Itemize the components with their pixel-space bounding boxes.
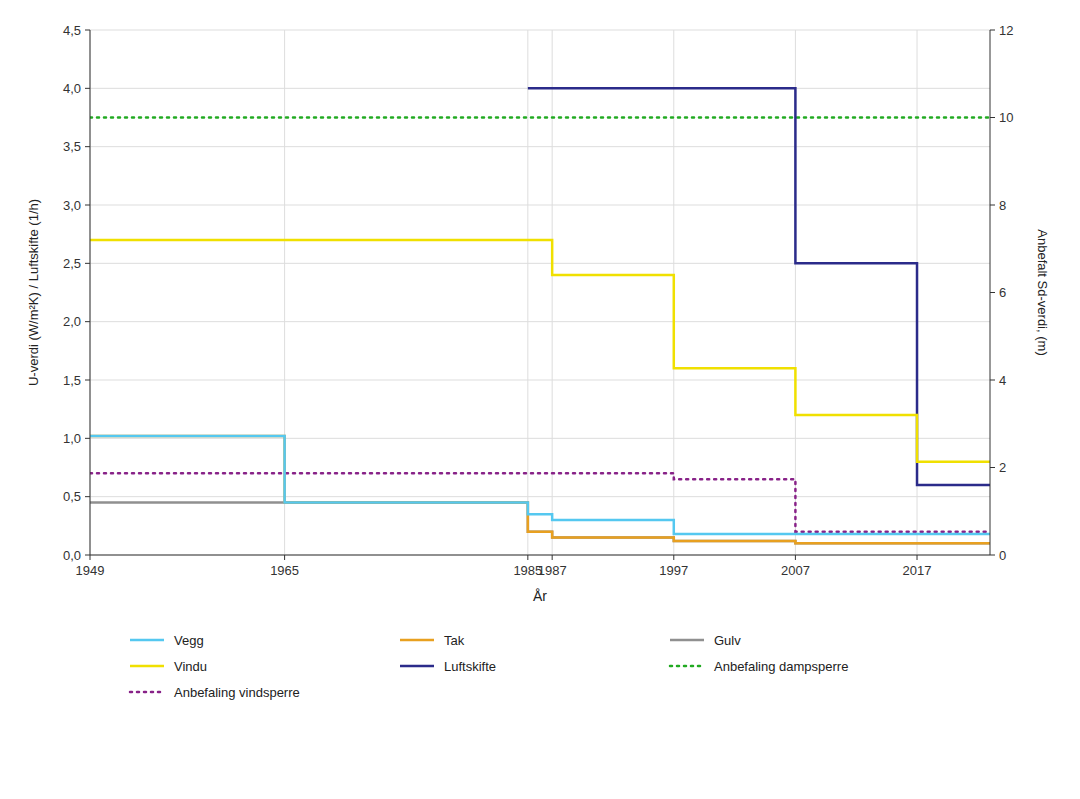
legend-swatch: [130, 665, 164, 668]
y-grid-line: [90, 438, 990, 439]
y-tick: [85, 88, 90, 89]
legend-label: Gulv: [714, 633, 741, 648]
series-line: [528, 88, 990, 485]
legend-swatch: [400, 639, 434, 642]
series-line: [90, 436, 990, 534]
y-grid-line: [90, 205, 990, 206]
y2-tick-label: 10: [999, 110, 1013, 125]
plot-area: [90, 88, 990, 543]
y2-tick-label: 0: [999, 548, 1006, 563]
y-grid-line: [90, 380, 990, 381]
y-tick: [85, 438, 90, 439]
y-tick-label: 2,0: [63, 314, 81, 329]
y-tick-label: 0,5: [63, 489, 81, 504]
grid: [90, 30, 990, 555]
y2-tick: [990, 555, 995, 556]
legend-swatch: [670, 665, 704, 668]
x-tick: [795, 555, 796, 560]
y-grid-line: [90, 496, 990, 497]
x-grid-line: [90, 30, 91, 555]
y-grid-line: [90, 30, 990, 31]
y2-tick-label: 8: [999, 198, 1006, 213]
y-tick-label: 4,5: [63, 23, 81, 38]
legend-label: Vegg: [174, 633, 204, 648]
y-tick: [85, 321, 90, 322]
reference-line: [90, 116, 990, 119]
y2-tick: [990, 380, 995, 381]
series-line: [90, 503, 990, 544]
legend-swatch: [670, 639, 704, 642]
y-tick: [85, 496, 90, 497]
legend-swatch: [400, 665, 434, 668]
x-tick-label: 1949: [76, 563, 105, 578]
y2-tick: [990, 292, 995, 293]
x-axis-line: [90, 555, 990, 556]
legend-label: Anbefaling dampsperre: [714, 659, 848, 674]
legend-label: Luftskifte: [444, 659, 496, 674]
x-tick: [527, 555, 528, 560]
y2-tick: [990, 205, 995, 206]
y-tick: [85, 30, 90, 31]
chart: 19491965198519871997200720170,00,51,01,5…: [0, 0, 1080, 799]
x-axis-label: År: [533, 588, 547, 604]
legend: Vegg Tak Gulv Vindu Luftskifte Anbefaling dam…: [130, 633, 848, 700]
y-tick: [85, 205, 90, 206]
x-tick: [673, 555, 674, 560]
y-tick-label: 1,0: [63, 431, 81, 446]
x-tick: [284, 555, 285, 560]
series-line: [90, 436, 990, 543]
y-tick: [85, 380, 90, 381]
legend-swatch: [130, 691, 164, 694]
y2-tick: [990, 467, 995, 468]
x-tick-label: 2017: [903, 563, 932, 578]
y-tick-label: 3,5: [63, 139, 81, 154]
y-tick: [85, 555, 90, 556]
x-grid-line: [527, 30, 528, 555]
x-grid-line: [552, 30, 553, 555]
y-grid-line: [90, 146, 990, 147]
axes: 19491965198519871997200720170,00,51,01,5…: [63, 23, 1014, 579]
y2-tick: [990, 117, 995, 118]
y2-tick-label: 12: [999, 23, 1013, 38]
y-tick-label: 1,5: [63, 373, 81, 388]
x-tick-label: 1987: [538, 563, 567, 578]
y2-axis-label: Anbefalt Sd-verdi, (m): [1035, 229, 1050, 355]
y-tick-label: 4,0: [63, 81, 81, 96]
legend-label: Vindu: [174, 659, 207, 674]
y-grid-line: [90, 555, 990, 556]
x-tick-label: 2007: [781, 563, 810, 578]
y-grid-line: [90, 321, 990, 322]
series-line: [90, 240, 990, 462]
x-tick: [917, 555, 918, 560]
y-tick-label: 0,0: [63, 548, 81, 563]
y2-tick: [990, 30, 995, 31]
legend-label: Tak: [444, 633, 465, 648]
y-axis-line: [90, 30, 91, 555]
legend-label: Anbefaling vindsperre: [174, 685, 300, 700]
y-tick: [85, 263, 90, 264]
x-tick-label: 1997: [659, 563, 688, 578]
x-tick-label: 1965: [270, 563, 299, 578]
x-tick: [552, 555, 553, 560]
y-tick: [85, 146, 90, 147]
y-tick-label: 2,5: [63, 256, 81, 271]
y2-tick-label: 4: [999, 373, 1006, 388]
y-axis-label: U-verdi (W/m²K) / Luftskifte (1/h): [26, 199, 41, 386]
x-tick: [90, 555, 91, 560]
legend-swatch: [130, 639, 164, 642]
y2-tick-label: 2: [999, 460, 1006, 475]
y-tick-label: 3,0: [63, 198, 81, 213]
y2-tick-label: 6: [999, 285, 1006, 300]
